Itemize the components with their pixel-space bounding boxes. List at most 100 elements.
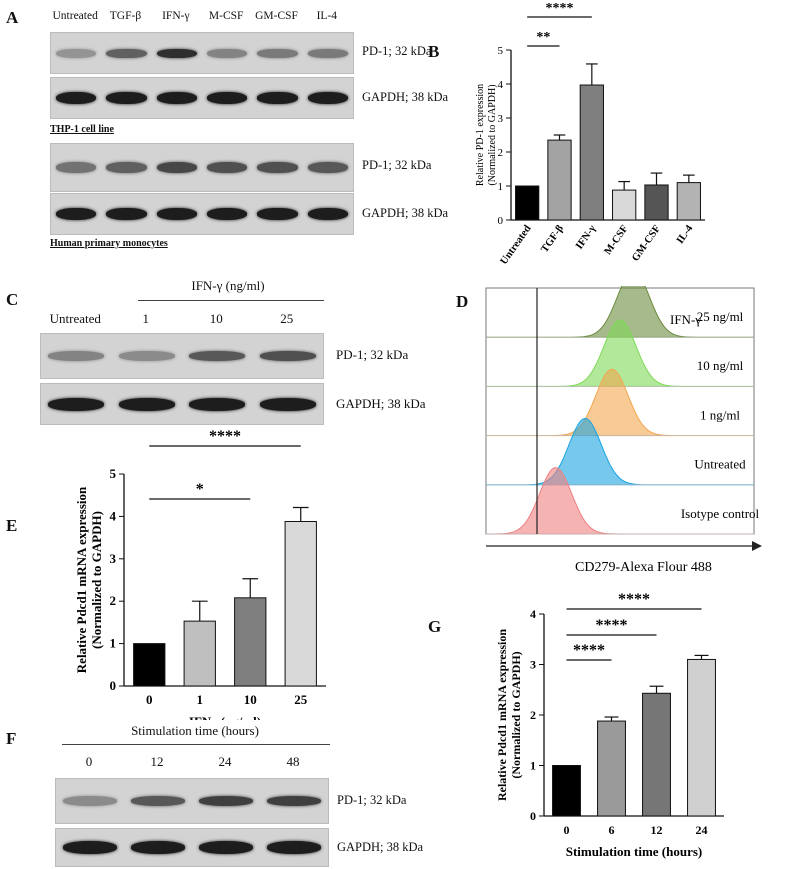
group-title: Stimulation time (hours) <box>131 723 259 738</box>
lane-label: IL-4 <box>316 10 338 22</box>
blot-band <box>257 92 298 104</box>
blot-band <box>156 162 197 173</box>
panel-label-c: C <box>6 290 19 309</box>
significance-label: ** <box>536 30 550 45</box>
primary-gapdh-blot <box>50 193 354 235</box>
blot-band <box>266 796 322 806</box>
x-tick-label: GM-CSF <box>630 223 663 263</box>
blot-band <box>189 351 246 361</box>
panel-label-f: F <box>6 729 17 748</box>
blot-band <box>257 162 298 173</box>
group-line <box>62 744 330 745</box>
panel-label-d: D <box>456 292 469 311</box>
lane-label: 25 <box>280 311 294 326</box>
x-tick-label: Untreated <box>499 223 534 267</box>
y-tick-label: 2 <box>498 147 504 159</box>
y-tick-label: 5 <box>498 45 504 57</box>
blot-band <box>56 162 97 173</box>
x-axis-label: CD279-Alexa Flour 488 <box>575 560 712 575</box>
panel-label-a: A <box>6 8 19 27</box>
lane-label: 10 <box>209 311 223 326</box>
blot-band <box>307 48 348 58</box>
significance-label: **** <box>573 642 605 659</box>
blot-band <box>307 92 348 104</box>
x-tick-label: 0 <box>146 692 153 707</box>
bar <box>644 184 669 221</box>
y-axis-label-2: (Normalized to GAPDH) <box>509 651 523 778</box>
group-line <box>138 300 324 301</box>
lane-label: 48 <box>286 754 300 769</box>
y-tick-label: 2 <box>110 593 117 608</box>
lane-label: GM-CSF <box>255 10 298 22</box>
bar <box>579 84 604 221</box>
blot-band <box>62 841 118 854</box>
gapdh-blot <box>40 383 324 425</box>
blot-band <box>130 796 186 806</box>
panel-label-e: E <box>6 516 18 535</box>
x-axis-label: IFNγ (ng/ml) <box>189 714 261 720</box>
significance-label: **** <box>209 430 241 445</box>
significance-label: **** <box>546 2 574 16</box>
blot-band <box>307 208 348 220</box>
panel-label-g: G <box>428 617 442 636</box>
y-tick-label: 4 <box>530 607 536 621</box>
bar <box>597 720 626 817</box>
blot-label: GAPDH; 38 kDa <box>362 90 449 104</box>
y-axis-label-2: (Normalized to GAPDH) <box>487 84 498 185</box>
chart-b: 0 1 2 3 4 5 Untreated TGF-β IFN-γ M-CSF GM-CSF IL-4… <box>475 2 705 267</box>
blot-label: GAPDH; 38 kDa <box>362 206 449 220</box>
x-tick-label: IFN-γ <box>574 223 598 251</box>
bar <box>284 520 317 687</box>
bar <box>642 692 671 817</box>
y-tick-label: 3 <box>530 658 536 672</box>
y-axis-label-2: (Normalized to GAPDH) <box>89 511 104 649</box>
flow-histogram-panel: IFN-γ CD279-Alexa Flour 488 25 ng/ml 10 n… <box>485 286 762 575</box>
lane-label: 24 <box>218 754 232 769</box>
y-tick-label: 2 <box>530 708 536 722</box>
y-tick-label: 3 <box>110 551 117 566</box>
bar <box>183 620 216 687</box>
blot-band <box>106 208 147 220</box>
blot-band <box>198 796 254 806</box>
lane-label: M-CSF <box>208 10 244 22</box>
histogram-row-label: 10 ng/ml <box>697 358 744 373</box>
blot-band <box>307 162 348 173</box>
y-axis-label: Relative PD-1 expression <box>475 84 486 186</box>
blot-band <box>118 351 175 361</box>
primary-cells-label: Human primary monocytes <box>50 238 168 249</box>
blot-band <box>259 397 316 411</box>
bar <box>547 139 572 221</box>
lane-label: 0 <box>85 754 93 769</box>
blot-band <box>259 351 316 361</box>
group-title: IFN-γ (ng/ml) <box>191 278 265 293</box>
blot-band <box>266 841 322 854</box>
x-tick-label: IL-4 <box>675 223 696 246</box>
bar <box>552 765 581 817</box>
panel-label-b: B <box>428 42 440 61</box>
blot-band <box>189 397 246 411</box>
y-axis-label: Relative Pdcd1 mRNA expression <box>74 486 89 673</box>
blot-band <box>62 796 118 806</box>
x-tick-label: TGF-β <box>539 223 566 255</box>
blot-band <box>257 208 298 220</box>
y-tick-label: 4 <box>110 508 117 523</box>
blot-label: PD-1; 32 kDa <box>337 793 407 807</box>
x-tick-label: M-CSF <box>603 223 631 257</box>
blot-band <box>48 351 105 361</box>
gapdh-blot <box>55 828 329 867</box>
y-tick-label: 0 <box>530 809 536 823</box>
histogram-row-label: Isotype control <box>681 506 760 521</box>
arrow-head <box>752 541 762 551</box>
blot-band <box>257 48 298 58</box>
blot-band <box>156 48 197 58</box>
blot-label: PD-1; 32 kDa <box>336 347 409 362</box>
blot-band <box>207 92 248 104</box>
lane-label: 1 <box>142 311 150 326</box>
lane-label: 12 <box>150 754 164 769</box>
blot-band <box>156 92 197 104</box>
x-tick-label: 0 <box>564 823 570 837</box>
lane-label: Untreated <box>52 10 98 22</box>
y-tick-label: 0 <box>110 678 117 693</box>
